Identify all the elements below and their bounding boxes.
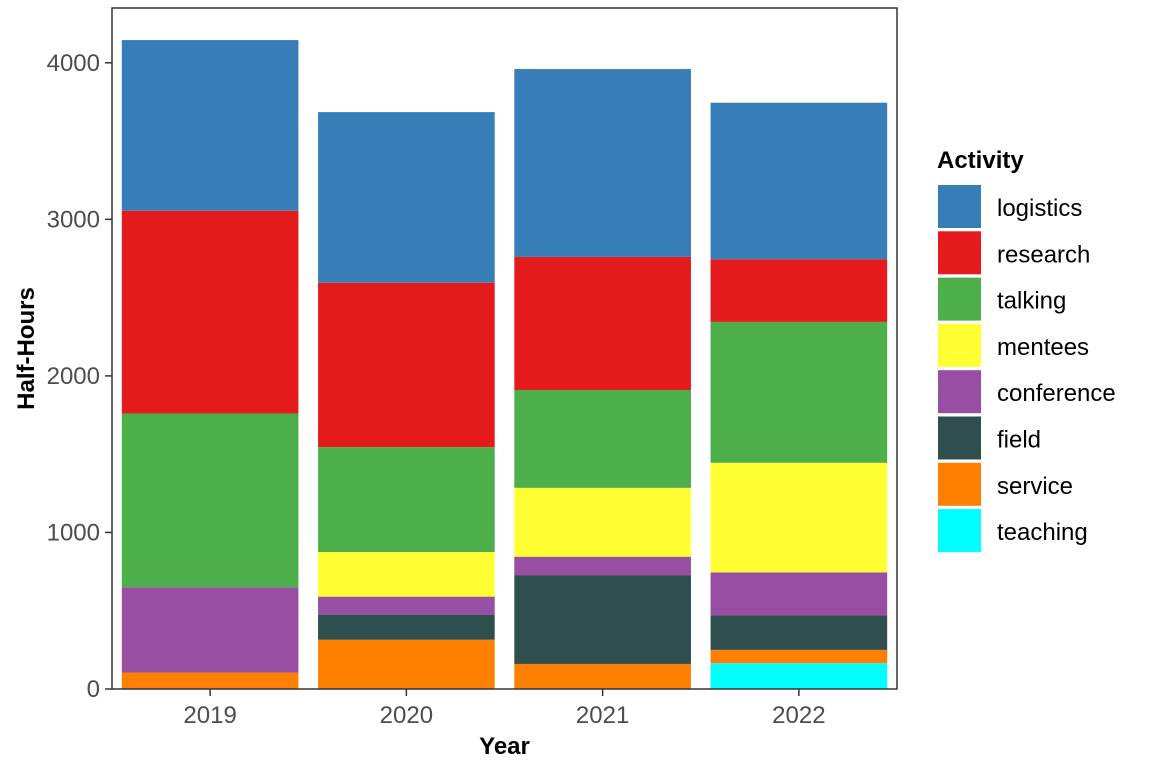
legend-key-field — [938, 416, 981, 460]
bar-field-2022 — [710, 615, 888, 650]
bar-conference-2021 — [514, 556, 691, 576]
y-axis: 0 1000 2000 3000 4000 — [47, 50, 112, 703]
x-tick-label-2020: 2020 — [380, 702, 433, 729]
x-axis-title: Year — [479, 733, 530, 760]
bar-logistics-2020 — [318, 112, 495, 283]
legend-label-research: research — [997, 241, 1090, 268]
bar-research-2019 — [121, 210, 299, 414]
legend-key-research — [938, 231, 981, 275]
bar-mentees-2021 — [514, 487, 691, 557]
legend-label-teaching: teaching — [997, 519, 1088, 546]
legend-label-conference: conference — [997, 380, 1116, 407]
legend-label-logistics: logistics — [997, 195, 1082, 222]
bar-service-2022 — [710, 649, 888, 664]
bar-logistics-2021 — [514, 69, 691, 257]
legend-label-field: field — [997, 427, 1041, 454]
legend: Activity logistics research talking mentees… — [937, 147, 1116, 553]
legend-title: Activity — [937, 147, 1024, 174]
x-tick-label-2021: 2021 — [576, 702, 629, 729]
y-tick-label-4000: 4000 — [47, 50, 100, 77]
bar-research-2021 — [514, 256, 691, 390]
bar-logistics-2019 — [121, 40, 299, 211]
bars-layer — [121, 40, 888, 689]
legend-label-service: service — [997, 473, 1073, 500]
legend-label-talking: talking — [997, 288, 1066, 315]
bar-talking-2019 — [121, 413, 299, 588]
legend-key-logistics — [938, 185, 981, 228]
legend-key-conference — [938, 370, 981, 414]
bar-service-2021 — [514, 663, 691, 689]
bar-conference-2020 — [318, 596, 495, 615]
legend-label-mentees: mentees — [997, 334, 1089, 361]
x-tick-label-2022: 2022 — [772, 702, 825, 729]
bar-talking-2022 — [710, 321, 888, 463]
bar-field-2021 — [514, 575, 691, 664]
y-tick-label-0: 0 — [87, 676, 100, 703]
bar-talking-2020 — [318, 447, 495, 553]
bar-conference-2022 — [710, 572, 888, 616]
x-axis: 2019 2020 2021 2022 — [183, 689, 826, 729]
y-axis-title: Half-Hours — [13, 287, 40, 410]
legend-key-teaching — [938, 509, 981, 553]
bar-field-2020 — [318, 614, 495, 640]
bar-mentees-2020 — [318, 552, 495, 597]
bar-teaching-2022 — [710, 663, 888, 689]
y-tick-label-1000: 1000 — [47, 519, 100, 546]
bar-service-2020 — [318, 639, 495, 689]
bar-conference-2019 — [121, 587, 299, 673]
y-tick-label-3000: 3000 — [47, 206, 100, 233]
legend-key-mentees — [938, 323, 981, 367]
bar-service-2019 — [121, 672, 299, 689]
bar-research-2022 — [710, 259, 888, 322]
y-tick-label-2000: 2000 — [47, 363, 100, 390]
x-tick-label-2019: 2019 — [183, 702, 236, 729]
bar-logistics-2022 — [710, 102, 888, 260]
bar-talking-2021 — [514, 389, 691, 488]
plot-panel-border — [111, 7, 898, 690]
legend-key-service — [938, 462, 981, 506]
legend-key-talking — [938, 277, 981, 321]
bar-research-2020 — [318, 282, 495, 448]
bar-mentees-2022 — [710, 462, 888, 573]
